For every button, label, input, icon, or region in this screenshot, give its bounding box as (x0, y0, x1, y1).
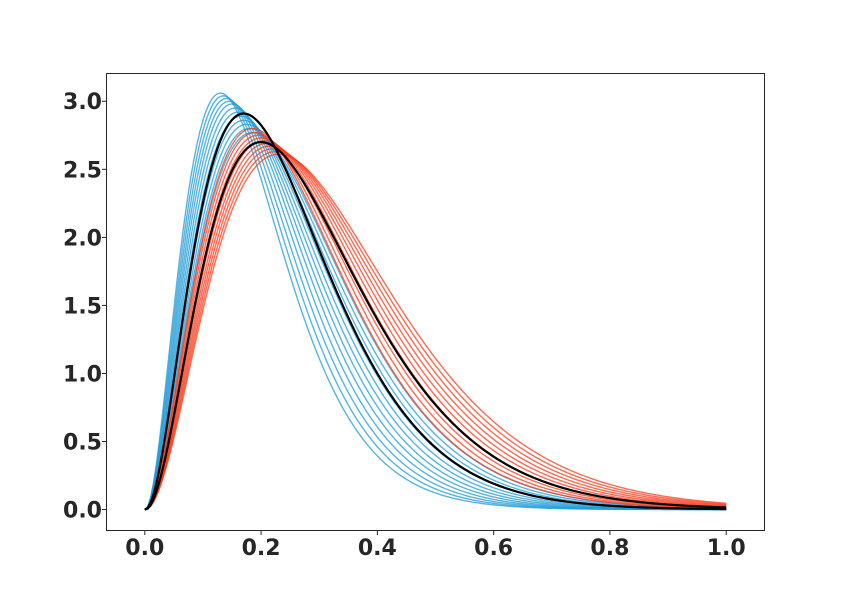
red-ensemble-line-3 (144, 134, 727, 511)
y-tick-label: 2.0 (63, 226, 102, 251)
x-tick-label: 0.4 (358, 536, 397, 561)
red-ensemble-line-8 (144, 148, 727, 511)
x-tick-label: 1.0 (707, 536, 746, 561)
black-reference-line-1 (144, 112, 727, 511)
x-axis-ticks: 0.0 0.2 0.4 0.6 0.8 1.0 (125, 530, 746, 561)
red-ensemble-line-9 (144, 150, 727, 511)
x-tick-label: 0.6 (474, 536, 513, 561)
x-tick-label: 0.0 (125, 536, 164, 561)
y-tick-label: 2.5 (63, 158, 102, 183)
black-reference-line-2 (144, 140, 727, 511)
y-tick-label: 3.0 (63, 90, 102, 115)
plot-frame (106, 73, 765, 531)
red-ensemble-line-5 (144, 139, 727, 511)
x-tick-label: 0.2 (242, 536, 281, 561)
red-ensemble-line-7 (144, 145, 727, 511)
y-tick-label: 0.0 (63, 499, 102, 524)
y-axis-ticks: 0.0 0.5 1.0 1.5 2.0 2.5 3.0 (63, 90, 107, 524)
red-ensemble-line-2 (144, 131, 727, 511)
red-ensemble-line-1 (144, 127, 727, 511)
blue-ensemble-line-11 (144, 127, 727, 511)
y-tick-label: 1.0 (63, 362, 102, 387)
x-tick-label: 0.8 (590, 536, 629, 561)
plot-lines (144, 92, 727, 511)
red-ensemble-line-6 (144, 142, 727, 511)
y-tick-label: 0.5 (63, 431, 102, 456)
red-ensemble-line-10 (144, 153, 727, 511)
y-tick-label: 1.5 (63, 294, 102, 319)
